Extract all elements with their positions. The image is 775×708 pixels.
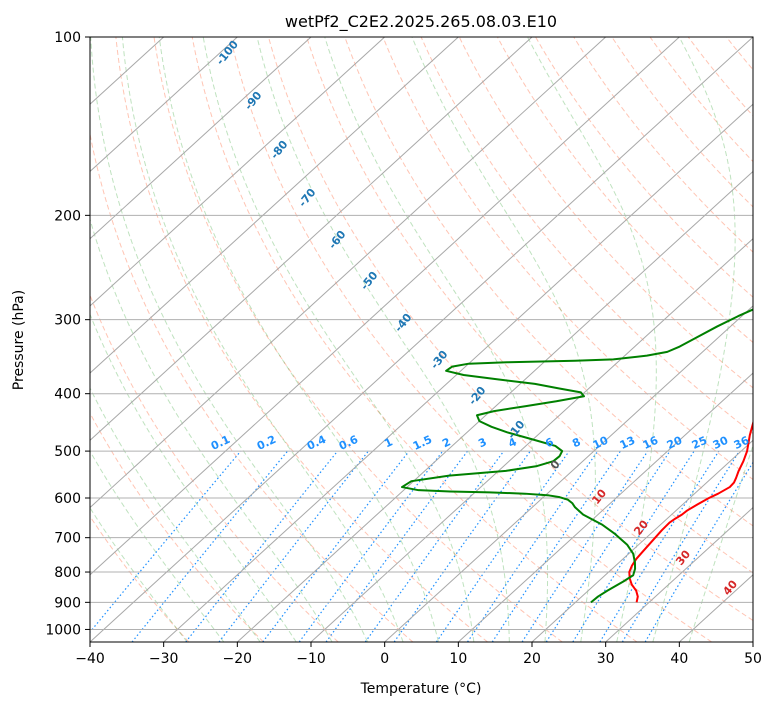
mixing-ratio-line (364, 450, 505, 642)
isotherm-line (90, 37, 533, 442)
mixing-ratio-line (298, 450, 444, 642)
y-tick-label-900: 900 (54, 595, 81, 611)
x-tick-label--20: −20 (223, 651, 253, 667)
isotherm-line (605, 506, 753, 642)
moist-adiabat (411, 37, 596, 642)
moist-adiabat (90, 217, 333, 642)
isotherm-line (90, 37, 680, 576)
dry-adiabat (115, 37, 488, 642)
dry-adiabat (90, 515, 190, 642)
mixing-ratio-label-36: 36 (732, 434, 752, 452)
x-tick-label--10: −10 (296, 651, 326, 667)
isotherm-line (236, 170, 753, 642)
isotherm-line (90, 37, 753, 642)
x-tick-label-50: 50 (744, 651, 762, 667)
mixing-ratio-line (545, 450, 671, 642)
dry-adiabat (306, 37, 753, 574)
y-tick-label-100: 100 (54, 30, 81, 46)
isotherm-line (90, 37, 312, 240)
mixing-ratio-line (467, 450, 599, 642)
dry-adiabat (496, 37, 753, 344)
mixing-ratio-line (325, 450, 469, 642)
plot-grid (90, 37, 753, 642)
isotherm-line (384, 305, 753, 642)
moist-adiabat (652, 37, 736, 642)
moist-adiabat (324, 37, 549, 642)
mixing-ratio-line (262, 450, 410, 642)
isotherm-line (163, 103, 753, 642)
isotherm-line (531, 439, 753, 642)
plot-series (400, 308, 753, 604)
y-tick-label-200: 200 (54, 208, 81, 224)
x-tick-label-30: 30 (597, 651, 615, 667)
mixing-ratio-label-10: 10 (591, 434, 611, 452)
x-tick-label--40: −40 (75, 651, 105, 667)
moist-adiabat (90, 450, 225, 642)
moist-adiabat (688, 443, 753, 642)
mixing-ratio-line (90, 450, 242, 634)
x-tick-label-40: 40 (670, 651, 688, 667)
y-tick-label-400: 400 (54, 387, 81, 403)
moist-adiabat (256, 37, 510, 642)
x-tick-label--30: −30 (149, 651, 179, 667)
mixing-ratio-label-20: 20 (665, 434, 685, 452)
dry-adiabat (344, 37, 753, 527)
x-tick-label-0: 0 (380, 651, 389, 667)
mixing-ratio-label-30: 30 (711, 434, 731, 452)
mixing-ratio-line (621, 450, 740, 642)
x-tick-label-10: 10 (449, 651, 467, 667)
moist-adiabat (202, 37, 475, 642)
dewpoint-profile (400, 308, 753, 604)
y-tick-label-500: 500 (54, 444, 81, 460)
mixing-ratio-line (521, 450, 649, 642)
plot-frame (89, 36, 754, 643)
dry-adiabat (191, 37, 638, 642)
y-axis-label: Pressure (hPa) (11, 290, 27, 390)
moist-adiabat (158, 37, 439, 642)
dry-adiabat (268, 37, 753, 622)
dry-adiabat (229, 37, 712, 642)
isotherm-line (90, 37, 459, 374)
axis-ticks: −40 −30 −20 −10 0 10 20 30 40 50 100 200 300 400 500 60… (45, 30, 762, 667)
temperature-profile (628, 419, 753, 603)
mixing-ratio-label-13: 13 (618, 434, 637, 452)
mixing-ratio-line (185, 450, 339, 642)
chart-title: wetPf2_C2E2.2025.265.08.03.E10 (285, 12, 557, 32)
dry-adiabat (382, 37, 753, 481)
isotherm-line (90, 37, 607, 509)
isotherm-line (457, 372, 753, 642)
mixing-ratio-label-25: 25 (690, 434, 709, 452)
mixing-ratio-line (491, 450, 621, 642)
y-tick-label-1000: 1000 (45, 622, 81, 638)
dry-adiabat (611, 37, 753, 208)
mixing-ratio-line (435, 450, 570, 642)
dry-adiabat (90, 131, 414, 642)
dry-adiabat (535, 37, 753, 298)
y-tick-label-700: 700 (54, 531, 81, 547)
y-tick-label-800: 800 (54, 565, 81, 581)
y-tick-label-600: 600 (54, 491, 81, 507)
moist-adiabat (90, 313, 297, 642)
y-tick-label-300: 300 (54, 313, 81, 329)
x-axis-label: Temperature (°C) (360, 681, 482, 697)
moist-adiabat (90, 386, 261, 642)
x-tick-label-20: 20 (523, 651, 541, 667)
isotherm-line (310, 237, 753, 642)
mixing-ratio-line (131, 450, 289, 642)
dry-adiabat (649, 37, 753, 163)
dry-adiabat (90, 293, 339, 642)
mixing-ratio-line (572, 450, 695, 642)
dry-adiabat (458, 37, 753, 389)
isotherm-line (90, 37, 386, 307)
isotherm-line (90, 37, 238, 173)
mixing-ratio-label-16: 16 (641, 434, 661, 452)
moist-adiabat (121, 37, 404, 642)
